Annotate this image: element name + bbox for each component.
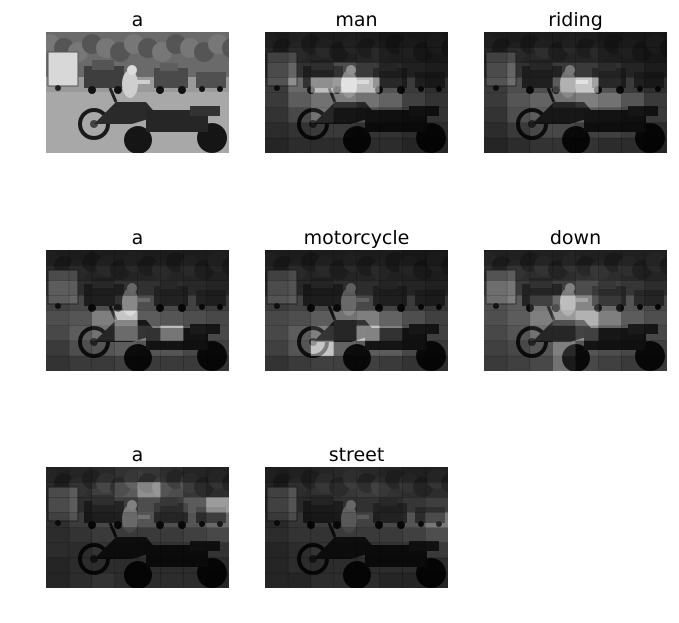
attention-image (46, 250, 229, 371)
panel-title: man (335, 9, 378, 31)
panel-title: riding (548, 9, 603, 31)
panel-title: motorcycle (303, 227, 410, 249)
attention-overlay (46, 250, 229, 371)
attention-overlay (265, 250, 448, 371)
attention-image (265, 467, 448, 588)
attention-image (265, 250, 448, 371)
panel-title: a (131, 227, 144, 249)
attention-overlay (265, 32, 448, 153)
attention-overlay (484, 32, 667, 153)
panel-title: street (328, 444, 385, 466)
attention-image (46, 32, 229, 153)
attention-overlay (46, 467, 229, 588)
attention-image (265, 32, 448, 153)
attention-overlay (265, 467, 448, 588)
panel-title: down (549, 227, 602, 249)
attention-image (484, 250, 667, 371)
panel-title: a (131, 9, 144, 31)
attention-image (46, 467, 229, 588)
panel-title: a (131, 444, 144, 466)
attention-overlay (484, 250, 667, 371)
attention-image (484, 32, 667, 153)
